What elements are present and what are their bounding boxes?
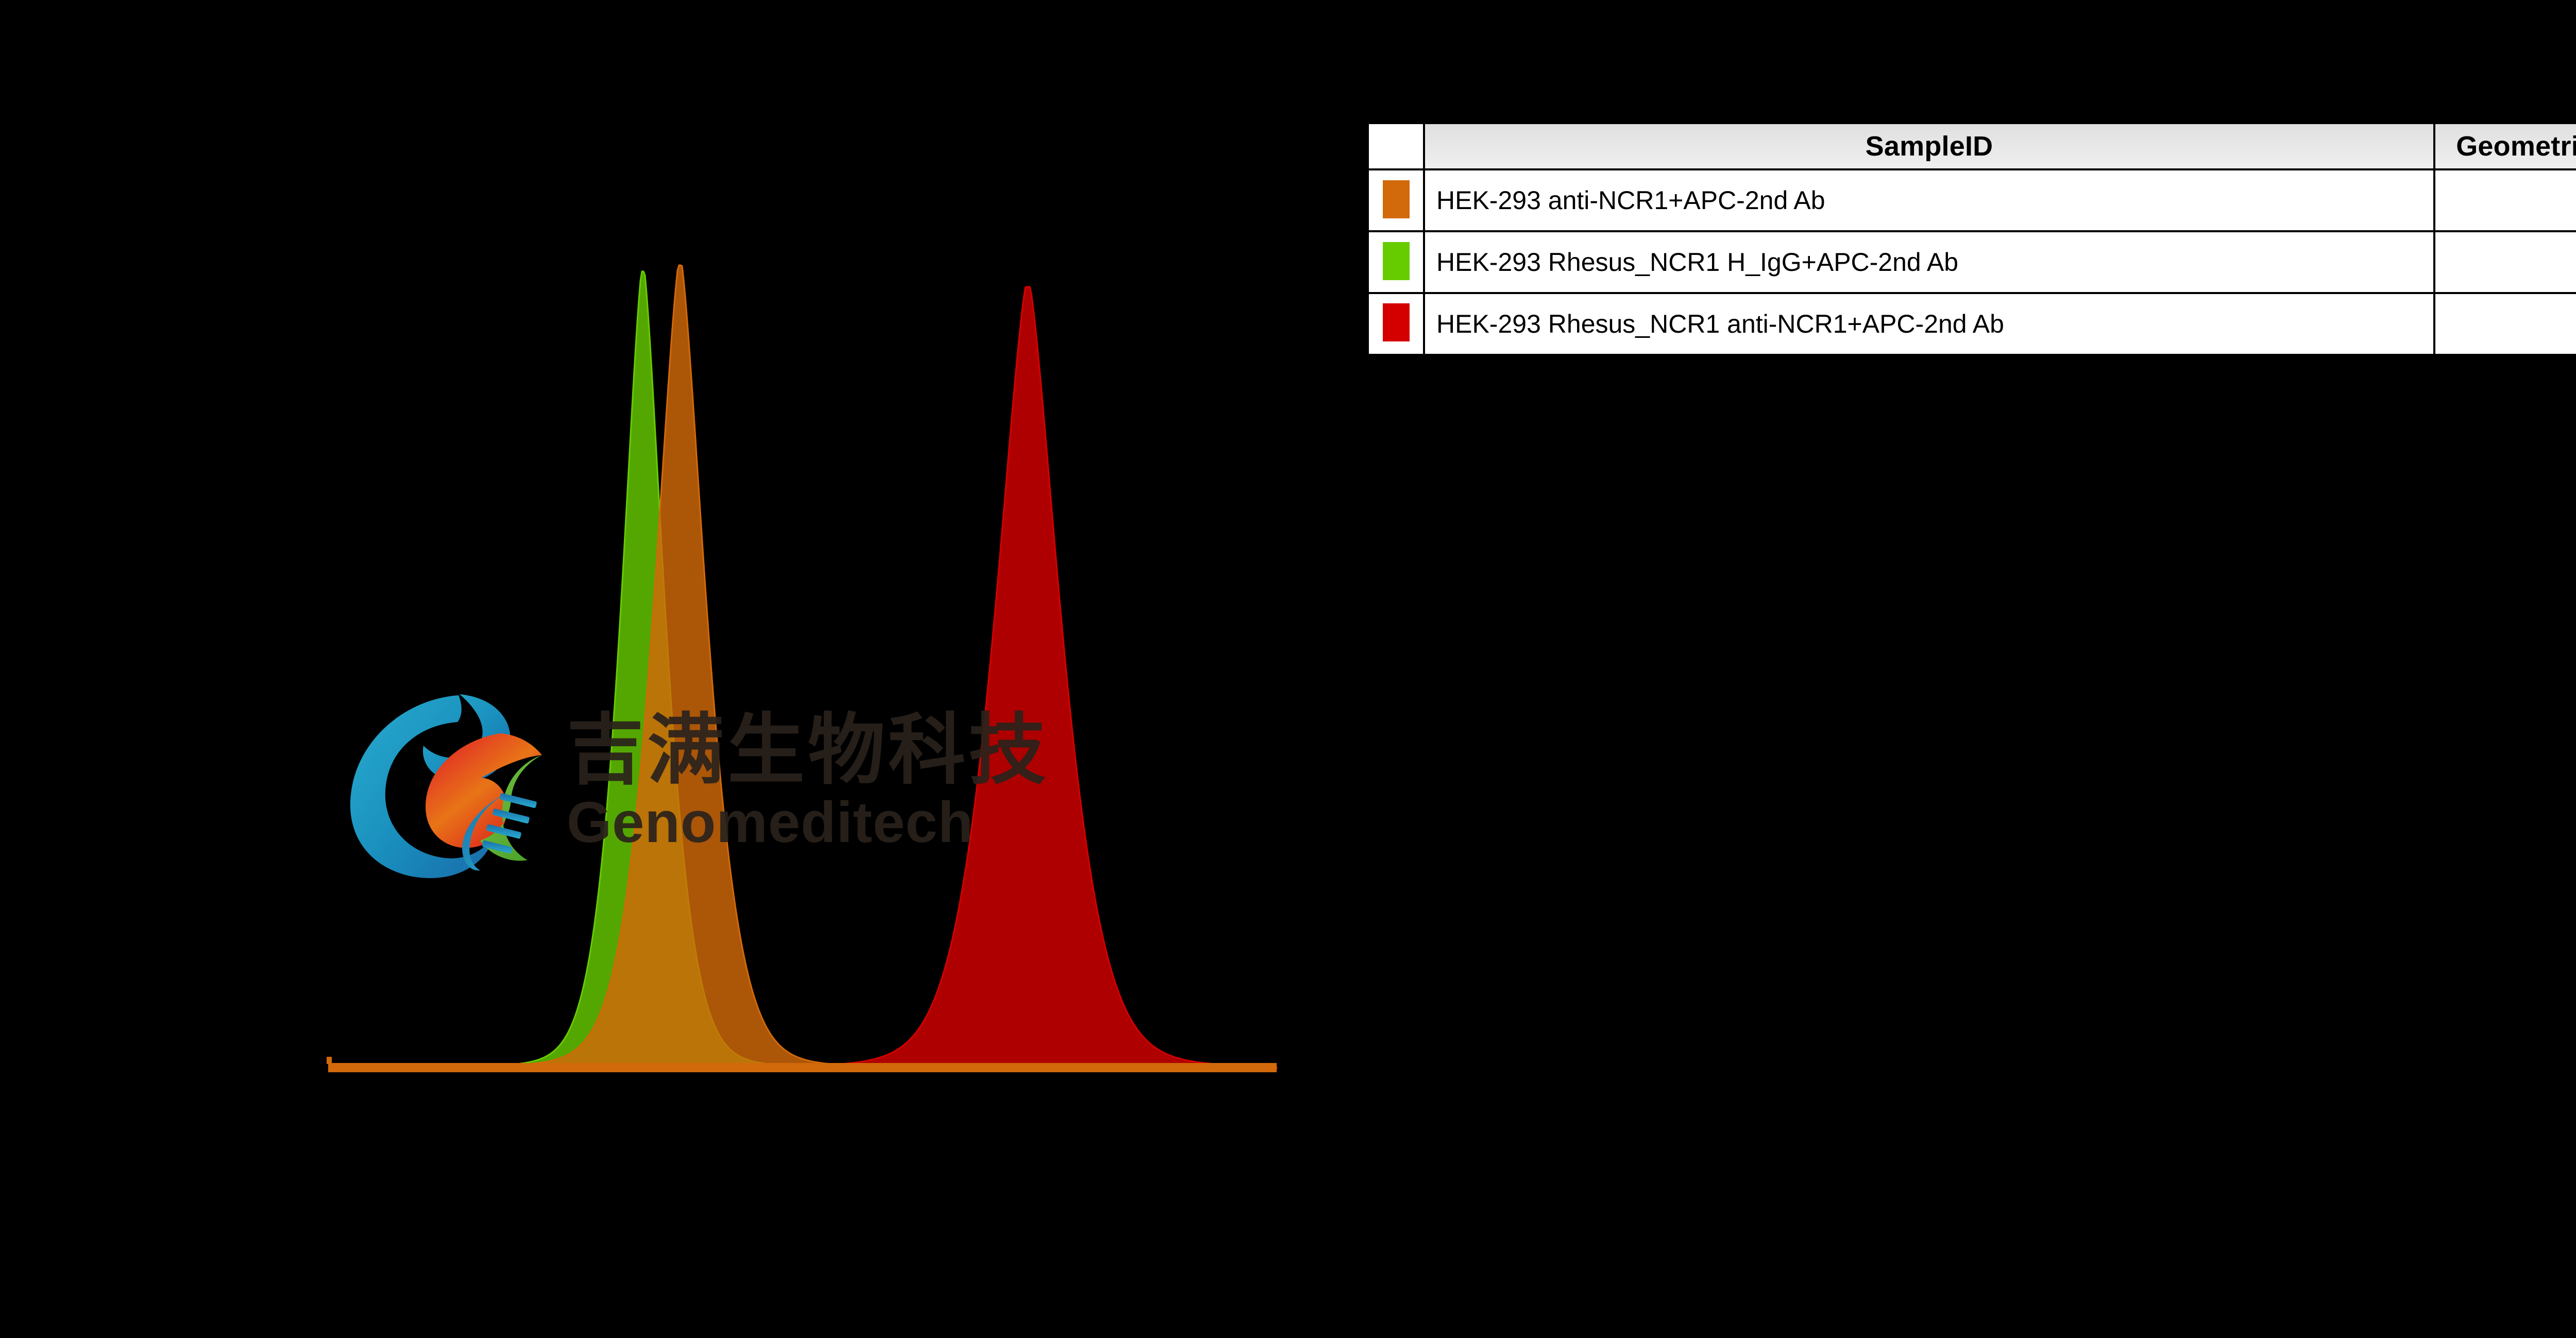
header-sampleid[interactable]: SampleID (1423, 122, 2435, 170)
flow-cytometry-histogram (0, 0, 1391, 1185)
row-color-swatch-cell (1366, 292, 1425, 356)
histogram-curve (328, 264, 1277, 1069)
histogram-curve (328, 270, 1277, 1069)
table-row[interactable]: HEK-293 anti-NCR1+APC-2nd Ab149 (1366, 168, 2576, 232)
cell-sample-id: HEK-293 Rhesus_NCR1 H_IgG+APC-2nd Ab (1423, 230, 2435, 294)
header-swatch-cell (1366, 122, 1425, 170)
x-axis-baseline (328, 1063, 1277, 1072)
header-geometric-mean[interactable]: Geometric Mean : RL1-H (2433, 122, 2576, 170)
cell-geometric-mean: 85.0 (2433, 230, 2576, 294)
cell-sample-id: HEK-293 Rhesus_NCR1 anti-NCR1+APC-2nd Ab (1423, 292, 2435, 356)
color-swatch (1382, 242, 1410, 280)
table-row[interactable]: HEK-293 Rhesus_NCR1 H_IgG+APC-2nd Ab85.0 (1366, 230, 2576, 294)
row-color-swatch-cell (1366, 168, 1425, 232)
color-swatch (1382, 303, 1410, 342)
row-color-swatch-cell (1366, 230, 1425, 294)
cell-geometric-mean: 149 (2433, 168, 2576, 232)
x-axis-tick-origin (327, 1057, 332, 1064)
statistics-table: SampleID Geometric Mean : RL1-H HEK-293 … (1366, 121, 2576, 356)
cell-geometric-mean: 19873 (2433, 292, 2576, 356)
cell-sample-id: HEK-293 anti-NCR1+APC-2nd Ab (1423, 168, 2435, 232)
table-header-row: SampleID Geometric Mean : RL1-H (1366, 122, 2576, 170)
table-row[interactable]: HEK-293 Rhesus_NCR1 anti-NCR1+APC-2nd Ab… (1366, 292, 2576, 356)
color-swatch (1382, 180, 1410, 218)
histogram-svg (327, 264, 1279, 1072)
histogram-curve (328, 286, 1279, 1069)
